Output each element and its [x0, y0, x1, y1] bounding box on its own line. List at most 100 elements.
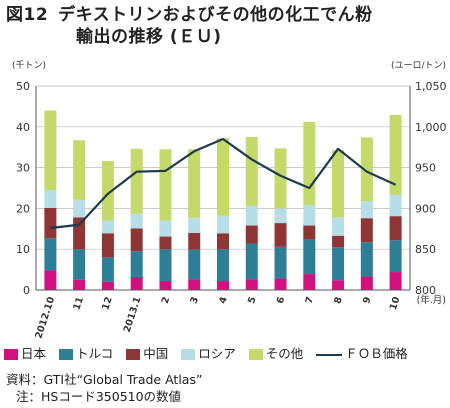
legend-label: ＦＯＢ価格	[345, 346, 408, 361]
bar-segment	[188, 149, 201, 218]
bar-segment	[159, 281, 172, 290]
bar-segment	[360, 137, 373, 202]
bar-segment	[332, 217, 345, 236]
bar-segment	[274, 148, 287, 209]
bar-segment	[73, 140, 86, 200]
bar-segment	[73, 217, 86, 250]
legend-item-other: その他	[248, 343, 304, 362]
y-left-unit: (千トン)	[12, 60, 46, 71]
bar-segment	[159, 220, 172, 237]
bar-segment	[73, 199, 86, 218]
bar-segment	[44, 238, 57, 271]
y-right-tick-label: 900	[415, 202, 436, 215]
y-left-tick-label: 20	[16, 202, 30, 215]
bar-segment	[245, 137, 258, 206]
bar-segment	[274, 246, 287, 279]
legend-swatch	[126, 349, 141, 360]
bar-segment	[130, 228, 143, 252]
bar-segment	[44, 190, 57, 208]
bar-segment	[274, 223, 287, 247]
notes: 資料：GTI社“Global Trade Atlas” 注：HSコード35051…	[6, 371, 202, 405]
y-right-tick-label: 1,050	[415, 80, 447, 93]
figure-number: 図12	[6, 5, 49, 25]
bar-segment	[332, 235, 345, 248]
bar-segment	[389, 240, 402, 273]
legend-item-japan: 日本	[4, 343, 46, 362]
bar-segment	[130, 276, 143, 290]
legend-item-turkey: トルコ	[59, 343, 113, 362]
x-tick-label: 2012.10	[33, 295, 57, 340]
y-left-tick-label: 50	[16, 80, 30, 93]
legend: 日本 トルコ 中国 ロシア その他 ＦＯＢ価格	[4, 343, 417, 362]
x-tick-label: 8	[332, 295, 345, 305]
title-line-1: デキストリンおよびその他の化工でん粉	[58, 5, 373, 25]
x-tick-label: 4	[217, 295, 230, 305]
legend-swatch	[4, 349, 18, 360]
fob-price-line	[50, 137, 397, 230]
bar-segment	[130, 148, 143, 214]
bar-segment	[217, 138, 229, 216]
x-tick-label: 2	[160, 296, 173, 306]
bar-segment	[101, 281, 114, 290]
bar-segment	[73, 279, 86, 290]
legend-line	[316, 353, 343, 356]
x-tick-label: 7	[304, 296, 317, 306]
bar-segment	[101, 161, 114, 221]
bar-segment	[188, 249, 201, 280]
bar-segment	[130, 251, 143, 277]
bar-segment	[245, 279, 258, 290]
bar-segment	[360, 218, 373, 243]
bar-segment	[245, 225, 258, 244]
x-tick-label: 12	[100, 296, 115, 312]
bar-segment	[245, 205, 258, 226]
bar-segment	[389, 114, 402, 195]
bar-segment	[332, 247, 345, 281]
bar-segment	[44, 270, 57, 290]
legend-swatch	[248, 349, 263, 360]
x-tick-label: 10	[388, 295, 403, 311]
y-right-tick-label: 1,000	[415, 121, 447, 134]
bar-segment	[217, 215, 229, 234]
legend-item-china: 中国	[126, 343, 168, 362]
bar-segment	[73, 249, 86, 280]
bar-segment	[332, 280, 345, 290]
bar-segment	[217, 249, 229, 282]
bar-segment	[130, 213, 143, 229]
bar-segment	[360, 276, 373, 290]
y-left-tick-label: 30	[16, 162, 30, 175]
bar-segment	[360, 201, 373, 219]
legend-label: その他	[265, 346, 304, 361]
x-tick-label: 6	[275, 295, 288, 305]
y-right-tick-label: 800	[415, 284, 436, 297]
x-axis-unit: (年.月)	[417, 294, 446, 306]
hs-code-note: 注：HSコード350510の数値	[16, 389, 182, 404]
bar-segment	[332, 150, 345, 218]
legend-swatch	[59, 349, 73, 360]
legend-label: 中国	[143, 346, 169, 361]
legend-label: 日本	[21, 346, 47, 361]
y-left-tick-label: 10	[16, 243, 30, 256]
y-left-tick-label: 0	[23, 284, 30, 297]
bar-segment	[159, 249, 172, 282]
bar-segment	[274, 278, 287, 290]
bar-segment	[303, 121, 316, 206]
bar-segment	[303, 239, 316, 275]
legend-swatch	[181, 349, 196, 360]
bar-segment	[188, 232, 201, 250]
bar-segment	[159, 236, 172, 250]
bar-segment	[101, 220, 114, 234]
y-left-tick-label: 40	[16, 121, 30, 134]
bar-segment	[44, 207, 57, 239]
x-tick-label: 9	[361, 296, 374, 306]
bar-segment	[159, 149, 172, 221]
bar-segment	[389, 194, 402, 217]
bar-segment	[274, 208, 287, 224]
x-tick-label: 11	[71, 296, 86, 312]
bar-segment	[101, 257, 114, 282]
legend-label: ロシア	[198, 346, 236, 361]
source-note: 資料：GTI社“Global Trade Atlas”	[6, 372, 203, 387]
bar-segment	[188, 217, 201, 233]
bar-segment	[217, 233, 229, 250]
x-tick-label: 3	[189, 296, 202, 306]
bar-segment	[389, 272, 402, 290]
